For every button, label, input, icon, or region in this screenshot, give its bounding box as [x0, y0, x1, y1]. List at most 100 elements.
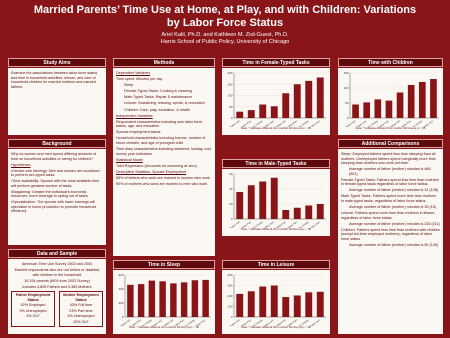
x-tick-label: Mother Full: [275, 221, 287, 228]
chart-note: Note: * indicates different from mother …: [241, 325, 311, 329]
x-tick-label: Mother OLF: [422, 120, 435, 127]
x-tick-label: Father Unemp: [138, 318, 153, 326]
text-line: Hypotheses: [11, 162, 31, 167]
column-item: 30% OLF: [73, 319, 89, 324]
text-line: 10,194 parents (60% from 2003 Survey): [24, 278, 90, 283]
panel: Examine the associations between labor f…: [8, 68, 106, 135]
section-heading: Time with Children: [338, 58, 443, 67]
panel: Sleep: Employed fathers spend less time …: [338, 149, 443, 334]
text-line: Sleep: Employed fathers spend less time …: [341, 152, 436, 165]
chart-note: Note: * indicates different from mother …: [241, 227, 311, 231]
text-line: Sleep: [124, 83, 134, 88]
bar: [316, 291, 324, 317]
y-tick-label: 400: [227, 273, 232, 277]
bar: [270, 177, 278, 219]
panel: Why do women and men spend differing amo…: [8, 149, 106, 245]
column-heading: Father Employment Status: [15, 293, 51, 302]
y-tick-label: 100: [227, 94, 232, 98]
x-tick-label: Mother Unemp: [295, 318, 310, 326]
bar: [430, 79, 437, 118]
x-tick-label: Mother OLF: [309, 120, 322, 127]
text-line: Average number of father (mother) minute…: [349, 204, 437, 209]
bar: [259, 104, 267, 118]
bar: [137, 284, 145, 317]
x-tick-label: Father Unemp: [364, 119, 379, 127]
x-tick-label: Mother Unemp: [181, 318, 196, 326]
chart-note: Note: * indicates different from mother …: [129, 325, 199, 329]
panel: 0 200 400 600 Father Full Father Part Father U…: [113, 270, 215, 334]
bar: [148, 280, 156, 317]
text-line: Male-Typed Tasks: Fathers spend more tim…: [341, 194, 437, 203]
x-tick-label: Father OLF: [263, 221, 275, 228]
x-tick-label: Father Part: [356, 120, 368, 127]
bar: [316, 77, 324, 118]
x-tick-label: Father OLF: [151, 319, 163, 326]
authors: Ariel Kalil, Ph.D. and Kathleen M. Ziol-…: [161, 32, 289, 38]
status-column: Mother Employment Status 43% Full time 24%…: [59, 291, 103, 328]
section-heading: Additional Comparisons: [338, 139, 443, 148]
text-line: Leisure: Fathers spend more time than mo…: [341, 211, 436, 220]
y-tick-label: 100: [343, 86, 348, 90]
affiliation: Harris School of Public Policy, Universi…: [160, 39, 290, 45]
bar: [180, 282, 188, 317]
poster-title: Married Parents’ Time Use at Home, at Pl…: [33, 4, 417, 29]
text-line: Average number of father (mother) minute…: [349, 188, 439, 193]
section-heading: Time in Male-Typed Tasks: [222, 159, 330, 168]
chart-note: Note: * indicates different from mother …: [241, 126, 311, 130]
x-tick-label: Mother Part: [400, 120, 412, 127]
x-tick-label: Mother Unemp: [295, 220, 310, 228]
x-tick-label: Father Unemp: [249, 119, 264, 127]
section-heading: Time in Leisure: [222, 260, 330, 269]
text-line: Children: Fathers spend less time than m…: [341, 227, 440, 241]
bar: [170, 283, 177, 317]
bar: [236, 192, 244, 219]
x-tick-label: Mother Full: [162, 319, 174, 326]
text-line: Leisure: Socializing, relaxing, sports, …: [124, 101, 205, 106]
text-line: •Time availability: Spouse with the most…: [11, 179, 100, 188]
x-tick-label: Mother OLF: [309, 319, 322, 326]
column-item: 4% OLF: [26, 314, 40, 319]
text-line: Average number of father (mother) minute…: [349, 221, 440, 226]
text-line: •Gender-role ideology: Men and women are…: [11, 168, 100, 178]
text-line: Respondent characteristics including own…: [116, 119, 203, 129]
y-tick-label: 150: [343, 71, 348, 75]
bar: [282, 93, 290, 118]
x-tick-label: Father Full: [345, 120, 356, 127]
column-item: 24% Part time: [69, 308, 93, 313]
bar: [282, 210, 290, 219]
x-tick-label: Father OLF: [263, 319, 275, 326]
y-tick-label: 200: [227, 71, 232, 75]
text-line: Average number of father (mother) minute…: [349, 242, 439, 247]
text-line: Examine the associations between labor f…: [11, 71, 98, 89]
column-item: 43% Full time: [69, 303, 93, 308]
text-line: •Specialization: The spouse with lower e…: [11, 200, 97, 214]
bar: [316, 204, 324, 219]
text-line: 65% of fathers who work are married to w…: [116, 175, 210, 180]
x-tick-label: Father Full: [229, 221, 240, 228]
column-item: 4% Unemployed: [67, 314, 95, 319]
bar: [385, 100, 393, 118]
text-line: Children: Care, play, education, & healt…: [124, 107, 190, 112]
bar: [407, 85, 415, 118]
text-line: Average number of father (mother) minute…: [349, 167, 431, 176]
text-line: Male-Typed Tasks: Repair & maintenance: [124, 95, 193, 100]
y-tick-label: 300: [227, 284, 232, 288]
x-tick-label: Father Part: [240, 221, 252, 228]
x-tick-label: Mother Part: [286, 120, 298, 127]
y-tick-label: 20: [229, 202, 233, 206]
bar: [352, 104, 359, 118]
x-tick-label: Mother Full: [275, 319, 287, 326]
section-heading: Study Aims: [8, 58, 106, 67]
bar: [127, 284, 134, 317]
section-heading: Data and Sample: [8, 249, 106, 258]
text-line: Independent Variables: [116, 113, 153, 118]
text-line: Household characteristics including inco…: [116, 136, 206, 145]
y-tick-label: 600: [118, 273, 123, 277]
y-tick-label: 200: [227, 294, 232, 298]
bar: [191, 280, 199, 317]
x-tick-label: Father Part: [240, 120, 252, 127]
x-tick-label: Father OLF: [263, 120, 275, 127]
